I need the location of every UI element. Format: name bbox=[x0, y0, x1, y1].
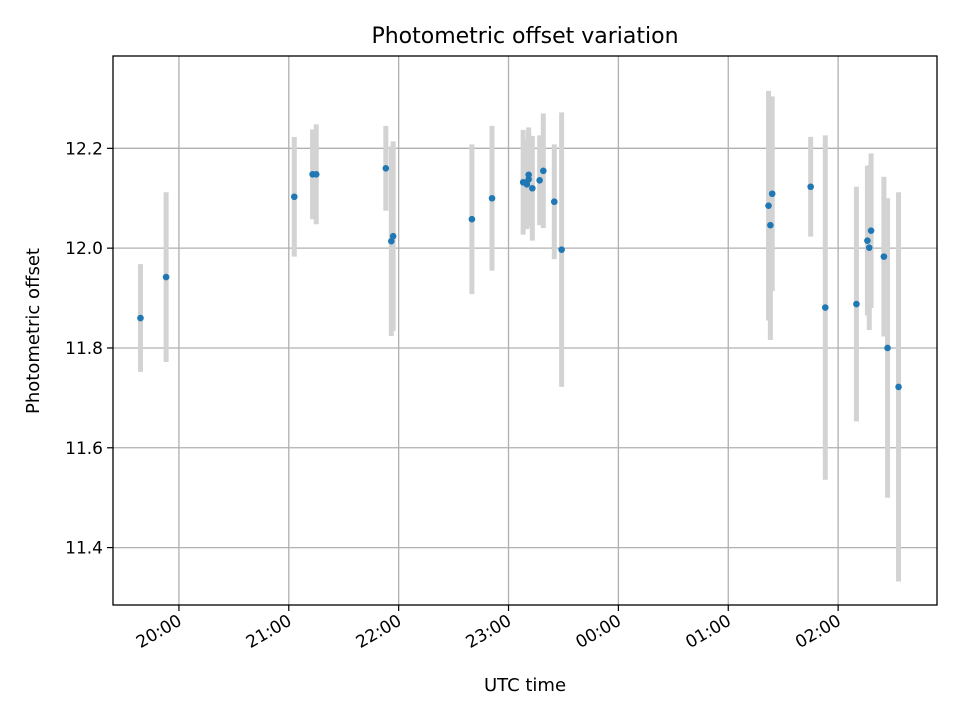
data-point bbox=[867, 227, 875, 234]
data-point bbox=[558, 246, 565, 253]
y-tick-label: 12.0 bbox=[65, 239, 103, 259]
y-tick-label: 12.2 bbox=[65, 139, 103, 159]
data-point bbox=[864, 237, 871, 244]
data-point bbox=[807, 183, 814, 191]
data-point bbox=[389, 232, 397, 240]
x-tick-label: 01:00 bbox=[682, 611, 734, 653]
data-point bbox=[488, 194, 496, 202]
x-tick-label: 21:00 bbox=[243, 611, 295, 653]
data-point bbox=[525, 171, 532, 179]
plot-frame bbox=[112, 55, 938, 606]
y-tick-label: 11.4 bbox=[65, 539, 103, 559]
data-point bbox=[767, 221, 774, 229]
y-tick-label: 11.6 bbox=[65, 439, 103, 459]
data-point bbox=[765, 202, 772, 210]
data-point bbox=[822, 304, 829, 311]
data-point bbox=[768, 190, 776, 198]
data-point bbox=[312, 170, 320, 178]
data-point bbox=[523, 180, 531, 188]
data-point bbox=[895, 383, 902, 391]
errorbar-layer bbox=[137, 90, 902, 582]
data-point bbox=[550, 198, 558, 206]
y-tick-label: 11.8 bbox=[65, 339, 103, 359]
data-point bbox=[865, 244, 873, 251]
data-point bbox=[137, 314, 144, 322]
chart-title: Photometric offset variation bbox=[371, 24, 678, 49]
x-tick-label: 02:00 bbox=[792, 611, 844, 653]
y-axis-label: Photometric offset bbox=[23, 248, 44, 414]
data-point bbox=[540, 167, 547, 175]
x-tick-label: 23:00 bbox=[463, 611, 515, 653]
x-tick-label: 00:00 bbox=[572, 611, 624, 653]
data-point bbox=[529, 184, 536, 192]
data-point bbox=[884, 344, 891, 352]
data-point bbox=[388, 237, 395, 245]
data-point bbox=[468, 215, 476, 223]
point-layer bbox=[137, 164, 902, 391]
data-point bbox=[853, 300, 860, 308]
data-point bbox=[536, 176, 543, 184]
data-point bbox=[880, 253, 888, 260]
data-point bbox=[162, 273, 170, 281]
x-axis-label: UTC time bbox=[484, 675, 566, 696]
data-point bbox=[290, 193, 298, 201]
x-tick-label: 22:00 bbox=[353, 611, 405, 653]
x-tick-label: 20:00 bbox=[133, 611, 185, 653]
data-point bbox=[382, 164, 390, 172]
